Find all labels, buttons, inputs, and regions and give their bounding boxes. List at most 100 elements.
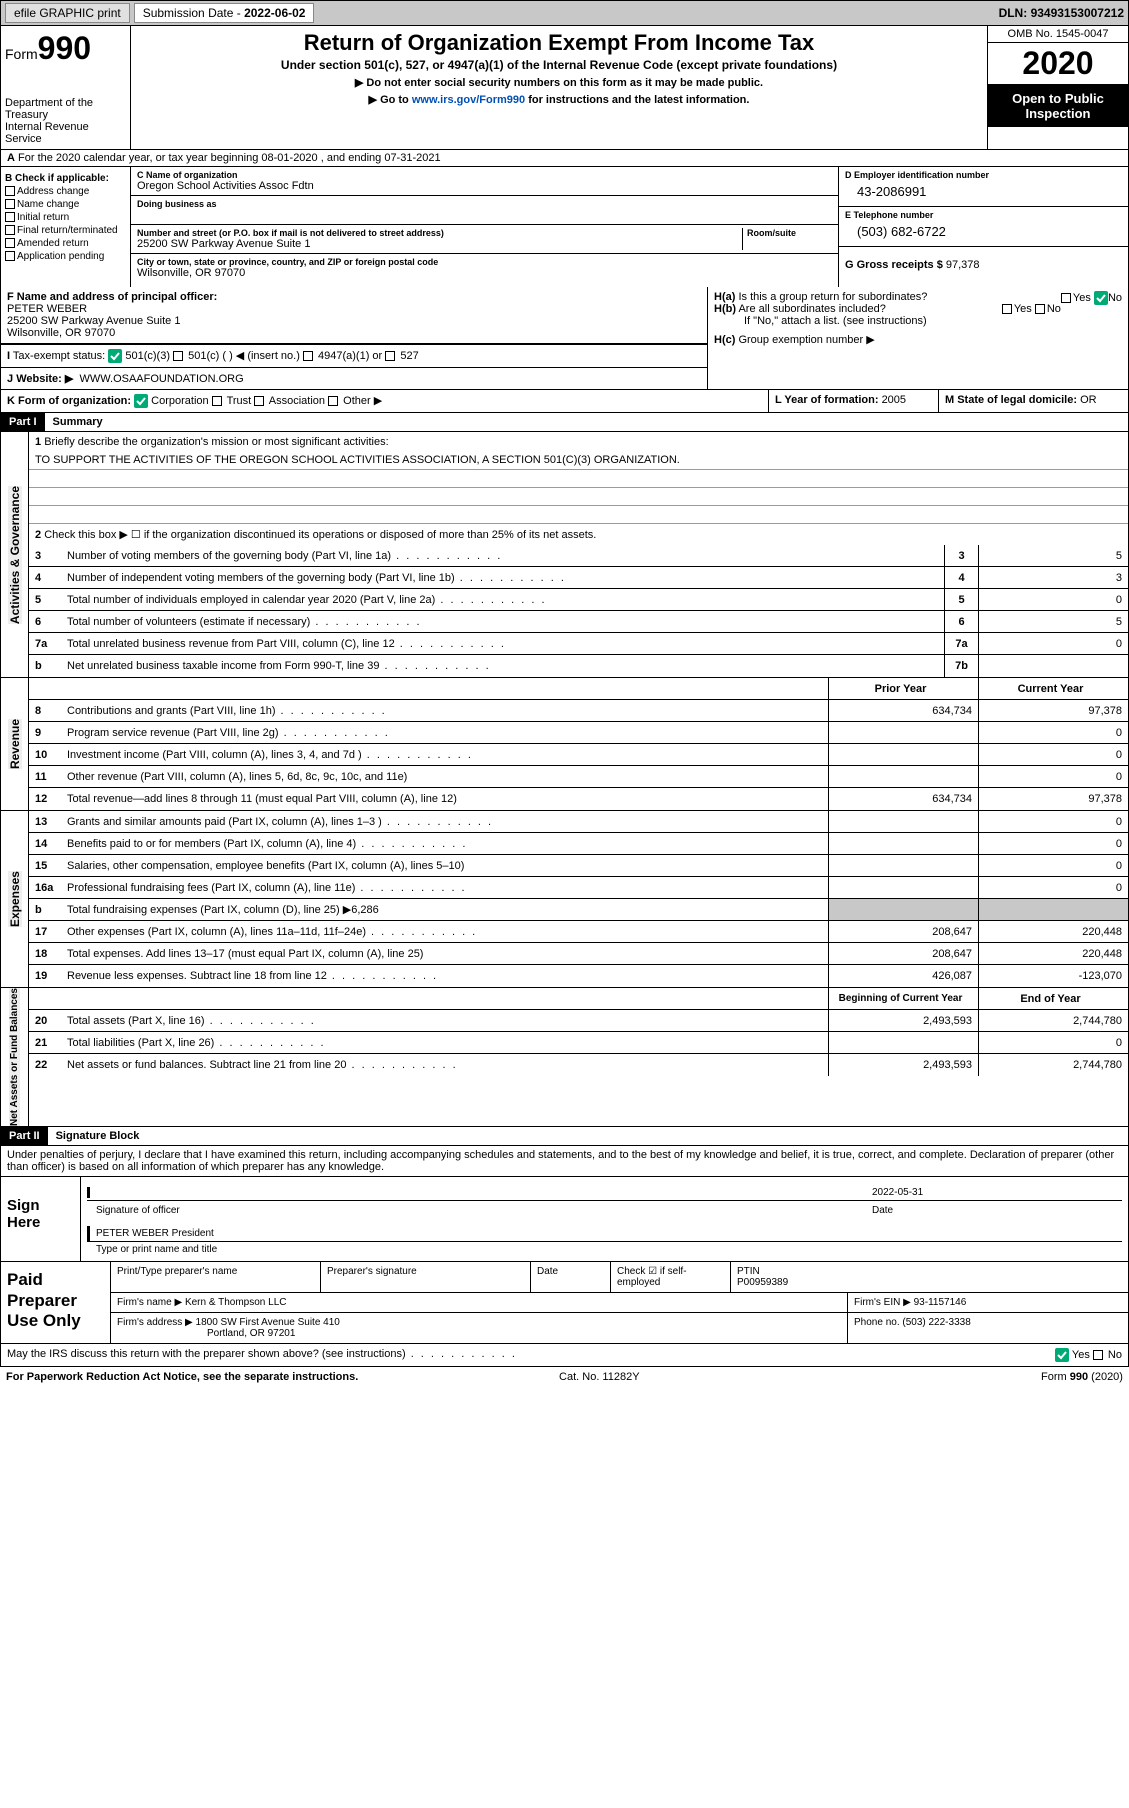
cat-no: Cat. No. 11282Y [559,1371,640,1383]
l10: Investment income (Part VIII, column (A)… [63,746,828,764]
firm-addr: 1800 SW First Avenue Suite 410 [196,1317,340,1328]
c14: 0 [978,833,1128,854]
side-exp: Expenses [8,871,22,927]
p19: 426,087 [828,965,978,987]
chk-527[interactable] [385,351,395,361]
open-to-public: Open to Public Inspection [988,85,1128,127]
perjury-text: Under penalties of perjury, I declare th… [0,1146,1129,1177]
l1-label: Briefly describe the organization's miss… [44,436,388,448]
omb-number: OMB No. 1545-0047 [988,26,1128,43]
p11 [828,766,978,787]
l18: Total expenses. Add lines 13–17 (must eq… [63,945,828,963]
l6: Total number of volunteers (estimate if … [63,613,944,631]
c10: 0 [978,744,1128,765]
efile-button[interactable]: efile GRAPHIC print [5,3,130,23]
chk-address[interactable] [5,186,15,196]
year-formation: 2005 [882,394,906,406]
phone-label: E Telephone number [845,210,1122,220]
chk-corp[interactable] [134,394,148,408]
ha-no[interactable] [1094,291,1108,305]
l13: Grants and similar amounts paid (Part IX… [63,813,828,831]
top-toolbar: efile GRAPHIC print Submission Date - 20… [0,0,1129,26]
gross-label: G Gross receipts $ [845,259,946,271]
irs-link[interactable]: www.irs.gov/Form990 [412,94,525,106]
org-name-label: C Name of organization [137,170,832,180]
c9: 0 [978,722,1128,743]
e20: 2,744,780 [978,1010,1128,1031]
c13: 0 [978,811,1128,832]
chk-501c[interactable] [173,351,183,361]
pra-notice: For Paperwork Reduction Act Notice, see … [6,1371,358,1383]
ha-label: Is this a group return for subordinates? [738,291,927,303]
discuss-no[interactable] [1093,1350,1103,1360]
hb-label: Are all subordinates included? [738,303,885,315]
mission-text: TO SUPPORT THE ACTIVITIES OF THE OREGON … [29,452,1128,470]
sign-here-label: Sign Here [1,1177,81,1261]
chk-4947[interactable] [303,351,313,361]
hdr-end: End of Year [978,988,1128,1009]
expenses-section: Expenses 13Grants and similar amounts pa… [0,811,1129,988]
dln: DLN: 93493153007212 [999,6,1124,20]
p14 [828,833,978,854]
l8: Contributions and grants (Part VIII, lin… [63,702,828,720]
gross-value: 97,378 [946,259,980,271]
ein-label: D Employer identification number [845,170,1122,180]
chk-final[interactable] [5,225,15,235]
addr-label: Number and street (or P.O. box if mail i… [137,228,742,238]
l11: Other revenue (Part VIII, column (A), li… [63,768,828,786]
hb-yes[interactable] [1002,304,1012,314]
v3: 5 [978,545,1128,566]
l7a: Total unrelated business revenue from Pa… [63,635,944,653]
chk-pending[interactable] [5,251,15,261]
l9: Program service revenue (Part VIII, line… [63,724,828,742]
phone-value: (503) 682-6722 [845,220,1122,239]
hdr-curr: Current Year [978,678,1128,699]
hb-note: If "No," attach a list. (see instruction… [714,315,1122,327]
firm-phone-label: Phone no. [854,1317,902,1328]
l4: Number of independent voting members of … [63,569,944,587]
v7b [978,655,1128,677]
firm-addr2: Portland, OR 97201 [117,1328,295,1339]
discuss-row: May the IRS discuss this return with the… [0,1344,1129,1367]
firm-ein: 93-1157146 [914,1297,967,1308]
chk-assoc[interactable] [254,396,264,406]
form-ref: Form 990 (2020) [1041,1371,1123,1383]
chk-other[interactable] [328,396,338,406]
chk-initial[interactable] [5,212,15,222]
b22: 2,493,593 [828,1054,978,1076]
chk-501c3[interactable] [108,349,122,363]
l12: Total revenue—add lines 8 through 11 (mu… [63,790,828,808]
part1-header: Part ISummary [0,413,1129,432]
chk-name[interactable] [5,199,15,209]
l19: Revenue less expenses. Subtract line 18 … [63,967,828,985]
c16b-grey [978,899,1128,920]
l16b: Total fundraising expenses (Part IX, col… [63,900,828,919]
b21 [828,1032,978,1053]
side-net: Net Assets or Fund Balances [9,988,20,1126]
sig-officer-label: Signature of officer [87,1205,872,1216]
firm-ein-label: Firm's EIN ▶ [854,1297,914,1308]
dba-label: Doing business as [137,199,832,209]
chk-trust[interactable] [212,396,222,406]
section-bc: B Check if applicable: Address change Na… [0,167,1129,287]
l3: Number of voting members of the governin… [63,547,944,565]
ptin-label: PTIN [737,1266,760,1277]
l14: Benefits paid to or for members (Part IX… [63,835,828,853]
prep-h4: Check ☑ if self-employed [611,1262,731,1292]
chk-amended[interactable] [5,238,15,248]
c16a: 0 [978,877,1128,898]
ha-yes[interactable] [1061,293,1071,303]
discuss-yes[interactable] [1055,1348,1069,1362]
c17: 220,448 [978,921,1128,942]
org-address: 25200 SW Parkway Avenue Suite 1 [137,238,742,250]
sign-date: 2022-05-31 [872,1187,1122,1198]
submission-date: Submission Date - 2022-06-02 [134,3,315,23]
org-name: Oregon School Activities Assoc Fdtn [137,180,832,192]
l21: Total liabilities (Part X, line 26) [63,1034,828,1052]
website: WWW.OSAAFOUNDATION.ORG [79,373,243,385]
l20: Total assets (Part X, line 16) [63,1012,828,1030]
hb-no[interactable] [1035,304,1045,314]
p17: 208,647 [828,921,978,942]
discuss-text: May the IRS discuss this return with the… [7,1348,517,1362]
subtitle-1: Under section 501(c), 527, or 4947(a)(1)… [139,58,979,72]
